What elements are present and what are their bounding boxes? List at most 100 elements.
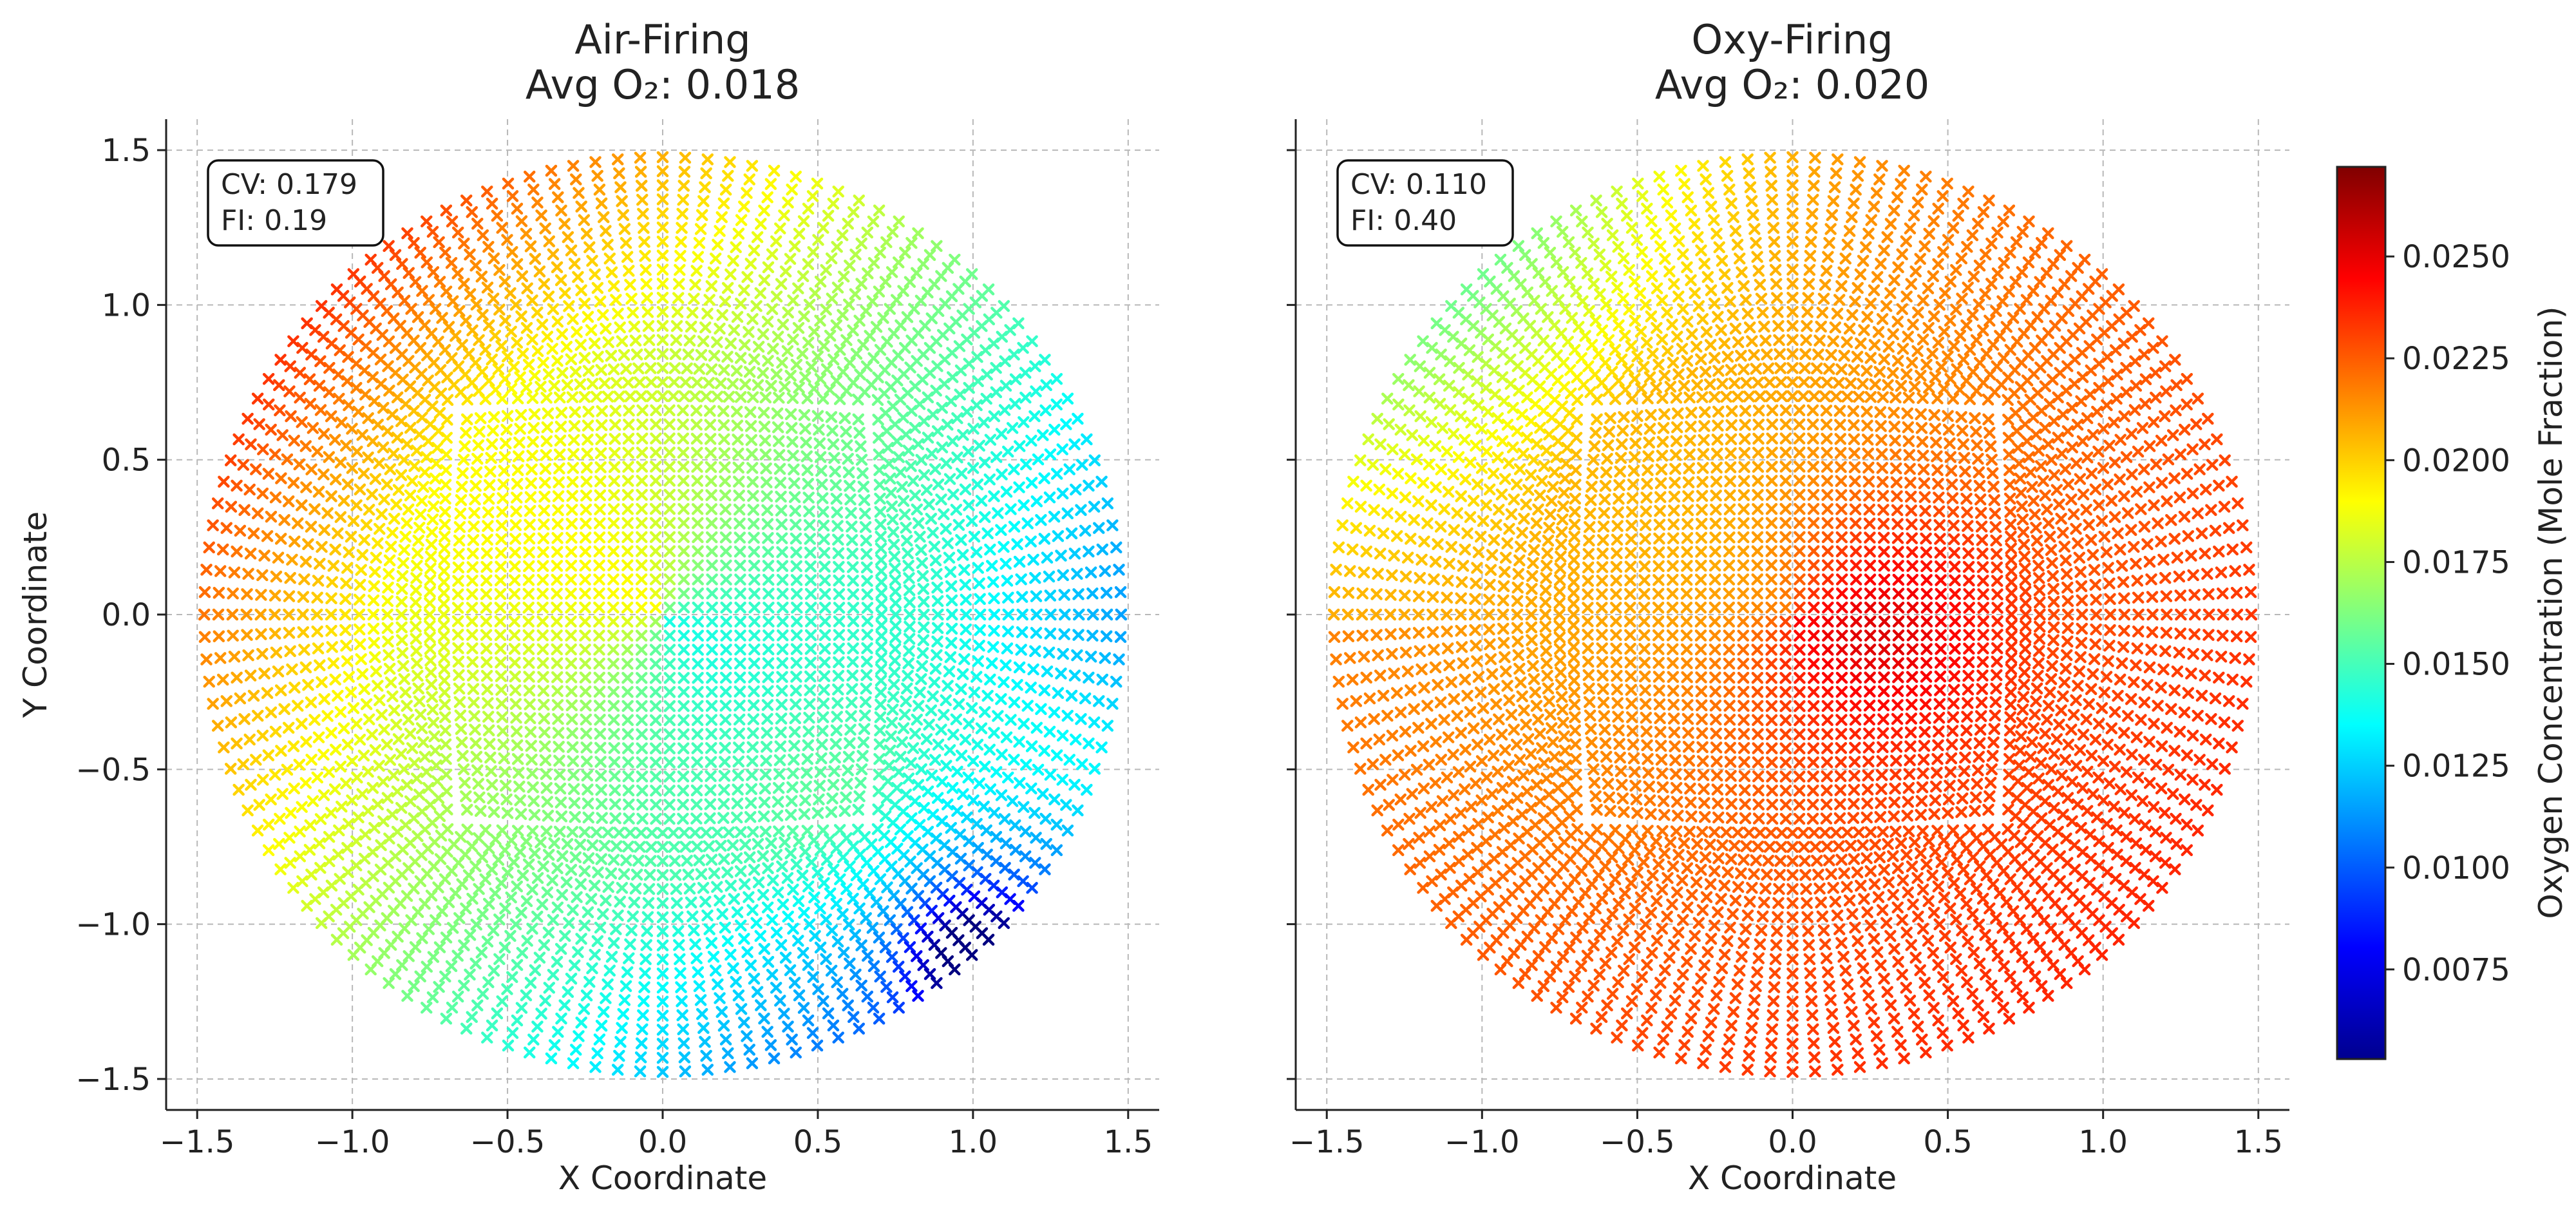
scatter-point [1833,377,1845,389]
scatter-point [2149,367,2162,379]
scatter-point [474,412,487,425]
scatter-point [784,808,797,821]
scatter-point [514,423,526,435]
scatter-point [430,457,442,470]
scatter-point [1892,573,1905,586]
scatter-point [681,854,693,867]
scatter-point [1018,718,1030,730]
scatter-point [304,397,317,410]
scatter-point [1025,434,1037,447]
scatter-point [357,749,370,762]
scatter-point [1698,811,1711,823]
scatter-point [511,202,524,215]
scatter-point [931,581,943,594]
scatter-point [390,498,402,511]
scatter-point [1824,223,1837,235]
scatter-point [946,435,959,448]
scatter-point [1863,490,1875,502]
scatter-point [2075,395,2087,408]
scatter-point [817,222,829,234]
scatter-point [1807,475,1820,487]
scatter-point [2218,501,2231,513]
scatter-point [627,307,639,319]
scatter-point [748,629,761,642]
scatter-point [912,438,925,450]
scatter-point [515,215,528,227]
scatter-point [1577,295,1589,307]
scatter-point [1935,602,1947,614]
scatter-point [506,971,518,984]
scatter-point [436,905,448,917]
scatter-point [392,484,405,496]
scatter-point [247,527,260,540]
scatter-point [456,878,468,890]
scatter-point [2132,591,2145,604]
scatter-point [1025,535,1037,548]
scatter-point [935,493,947,506]
scatter-point [1704,339,1717,351]
scatter-point [506,1027,519,1039]
scatter-point [656,897,669,910]
scatter-point [466,561,479,573]
scatter-point [2067,508,2080,521]
scatter-point [1946,738,1958,751]
scatter-point [1610,560,1623,573]
scatter-point [2005,576,2018,589]
scatter-point [552,504,564,517]
scatter-point [1772,320,1785,332]
scatter-point [1794,644,1806,656]
scatter-point [902,560,914,572]
scatter-point [600,322,612,335]
scatter-point [1969,412,1981,425]
scatter-point [263,818,275,831]
scatter-point [875,565,887,577]
scatter-point [840,425,852,438]
scatter-point [774,740,787,752]
scatter-point [1575,256,1587,269]
scatter-point [1821,446,1833,459]
scatter-point [1752,489,1764,501]
scatter-point [1821,559,1834,571]
scatter-point [1836,601,1848,614]
scatter-point [1625,683,1638,696]
scatter-point [903,584,916,597]
scatter-point [1043,570,1056,583]
scatter-point [1030,832,1042,844]
scatter-point [493,953,506,966]
scatter-point [730,811,743,824]
scatter-point [942,537,954,549]
scatter-point [358,683,370,695]
scatter-point [812,234,824,246]
scatter-point [947,729,960,741]
scatter-point [800,450,813,463]
scatter-point [384,754,397,766]
scatter-point [1851,350,1864,363]
scatter-point [803,519,816,531]
scatter-point [509,698,522,711]
scatter-point [2155,477,2168,489]
scatter-point [732,783,744,796]
scatter-point [905,757,917,769]
scatter-point [498,464,510,477]
scatter-point [1043,725,1056,738]
scatter-point [992,507,1004,519]
scatter-point [542,848,555,861]
scatter-point [636,488,648,501]
scatter-point [1748,349,1760,361]
scatter-point [2161,608,2173,621]
scatter-point [567,434,580,446]
scatter-point [1850,700,1862,712]
scatter-point [909,727,922,740]
scatter-point [1850,671,1862,684]
scatter-point [523,170,536,183]
scatter-point [1611,697,1624,709]
scatter-point [470,750,483,763]
scatter-point [1645,808,1657,820]
scatter-point [1891,699,1904,711]
scatter-point [1582,629,1594,641]
scatter-point [1654,740,1667,752]
scatter-point [704,405,716,417]
scatter-point [439,479,452,491]
scatter-point [574,339,587,351]
scatter-point [1834,446,1847,459]
